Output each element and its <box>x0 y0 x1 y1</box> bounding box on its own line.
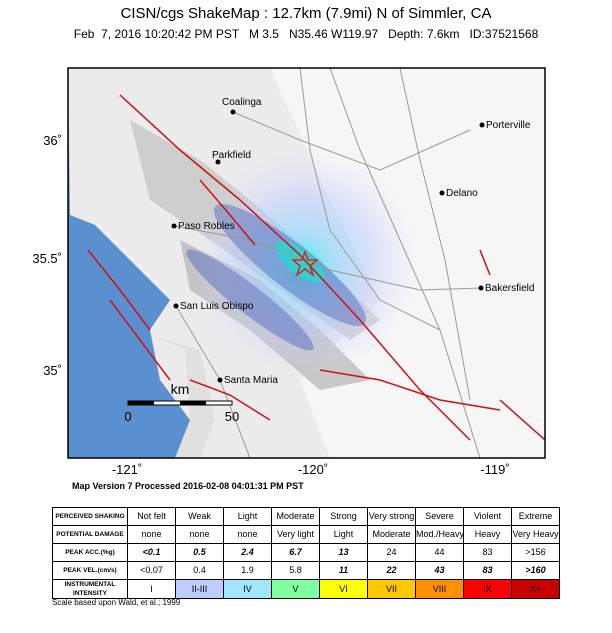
legend-cell: IV <box>223 579 272 599</box>
legend-cell: VII <box>367 579 416 599</box>
row-header: PEAK VEL.(cm/s) <box>52 561 128 580</box>
map-figure: CISN/cgs ShakeMap : 12.7km (7.9mi) N of … <box>32 5 546 477</box>
legend-cell: 11 <box>319 561 368 580</box>
scale-start: 0 <box>124 409 131 424</box>
legend-cell: <0.07 <box>127 561 176 580</box>
legend-cell: 44 <box>415 543 464 562</box>
legend-cell: Violent <box>463 507 512 526</box>
row-header: INSTRUMENTAL INTENSITY <box>52 579 128 599</box>
legend-cell: >160 <box>511 561 560 580</box>
legend-cell: 6.7 <box>271 543 320 562</box>
lat-label: 36˚ <box>43 133 62 148</box>
lat-label: 35˚ <box>43 363 62 378</box>
row-header: PEAK ACC.(%g) <box>52 543 128 562</box>
row-header: POTENTIAL DAMAGE <box>52 525 128 544</box>
legend-cell: none <box>127 525 176 544</box>
legend-cell: none <box>175 525 224 544</box>
city-label: Parkfield <box>212 150 251 161</box>
legend-cell: Severe <box>415 507 464 526</box>
legend-cell: Heavy <box>463 525 512 544</box>
legend-cell: Mod./Heavy <box>415 525 464 544</box>
legend-cell: 0.5 <box>175 543 224 562</box>
legend-cell: Very light <box>271 525 320 544</box>
legend-cell: Extreme <box>511 507 560 526</box>
city-label: Santa Maria <box>224 375 278 386</box>
legend-cell: 22 <box>367 561 416 580</box>
event-info: Feb 7, 2016 10:20:42 PM PST M 3.5 N35.46… <box>74 27 539 41</box>
map-title: CISN/cgs ShakeMap : 12.7km (7.9mi) N of … <box>121 5 492 22</box>
city-label: Paso Robles <box>178 221 235 232</box>
legend-row: PEAK ACC.(%g) <0.1 0.5 2.4 6.7 13 24 44 83 >156 <box>52 543 560 562</box>
legend-cell: Weak <box>175 507 224 526</box>
city-label: Coalinga <box>222 97 262 108</box>
lon-label: -120˚ <box>298 462 328 477</box>
city-label: Porterville <box>486 120 531 131</box>
legend-row: POTENTIAL DAMAGE none none none Very light Li… <box>52 525 560 544</box>
legend-cell: Moderate <box>367 525 416 544</box>
legend-cell: 83 <box>463 561 512 580</box>
legend-cell: Moderate <box>271 507 320 526</box>
legend-row: PEAK VEL.(cm/s) <0.07 0.4 1.9 5.8 11 22 43 83 >16… <box>52 561 560 580</box>
city-label: Bakersfield <box>485 283 534 294</box>
legend-cell: Very Heavy <box>511 525 560 544</box>
legend-cell: 2.4 <box>223 543 272 562</box>
map-area <box>68 68 545 458</box>
legend-cell: 5.8 <box>271 561 320 580</box>
scale-bar: km 0 50 <box>124 381 239 424</box>
row-header: PERCEIVED SHAKING <box>52 507 128 526</box>
city-label: Delano <box>446 188 478 199</box>
legend-cell: VIII <box>415 579 464 599</box>
scale-end: 50 <box>225 409 239 424</box>
legend-cell: 83 <box>463 543 512 562</box>
lon-label: -121˚ <box>112 462 142 477</box>
legend-cell: 1.9 <box>223 561 272 580</box>
legend-cell: V <box>271 579 320 599</box>
version-info: Map Version 7 Processed 2016-02-08 04:01… <box>72 481 304 491</box>
legend-cell: >156 <box>511 543 560 562</box>
legend-cell: 0.4 <box>175 561 224 580</box>
legend-cell: I <box>127 579 176 599</box>
city-label: San Luis Obispo <box>180 301 254 312</box>
epicenter-star <box>290 249 320 278</box>
legend-cell: 43 <box>415 561 464 580</box>
legend-cell: VI <box>319 579 368 599</box>
legend-cell: IX <box>463 579 512 599</box>
legend-cell: Strong <box>319 507 368 526</box>
legend-cell: Light <box>223 507 272 526</box>
legend-cell: II-III <box>175 579 224 599</box>
legend-cell: 13 <box>319 543 368 562</box>
legend-cell: none <box>223 525 272 544</box>
legend-cell: <0.1 <box>127 543 176 562</box>
city-markers <box>171 109 485 383</box>
legend-cell: X+ <box>511 579 560 599</box>
scale-unit: km <box>171 381 190 397</box>
graticule-labels: 36˚ 35.5˚ 35˚ -121˚ -120˚ -119˚ <box>32 133 509 477</box>
footnote: Scale based upon Wald, et al.; 1999 <box>52 598 181 607</box>
legend-cell: Very strong <box>367 507 416 526</box>
legend-cell: Light <box>319 525 368 544</box>
legend-row: INSTRUMENTAL INTENSITY I II-III IV V VI VII VII… <box>52 579 560 599</box>
intensity-legend: PERCEIVED SHAKING Not felt Weak Light Modera… <box>52 507 560 599</box>
legend-row: PERCEIVED SHAKING Not felt Weak Light Modera… <box>52 507 560 526</box>
lon-label: -119˚ <box>480 462 509 477</box>
legend-cell: 24 <box>367 543 416 562</box>
legend-cell: Not felt <box>127 507 176 526</box>
lat-label: 35.5˚ <box>32 251 62 266</box>
